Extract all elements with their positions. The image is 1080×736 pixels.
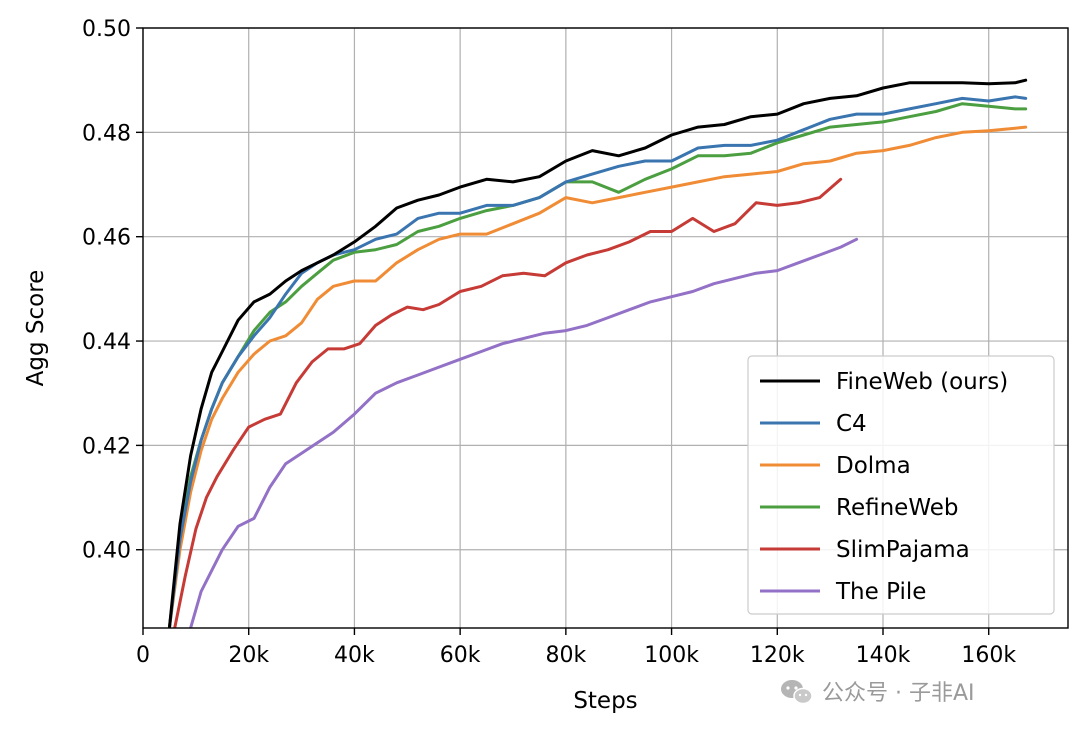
legend-label-dolma: Dolma	[836, 453, 911, 479]
grid	[142, 27, 1068, 628]
x-tick-label: 120k	[750, 643, 805, 668]
x-tick-label: 20k	[228, 643, 269, 668]
series-layer	[167, 78, 1028, 628]
legend-label-the-pile: The Pile	[835, 579, 926, 605]
legend-label-slimpajama: SlimPajama	[836, 537, 970, 563]
wechat-icon	[781, 680, 813, 705]
legend-box	[747, 355, 1055, 615]
x-tick-label: 160k	[961, 643, 1016, 668]
x-tick-label: 40k	[334, 643, 375, 668]
plot-frame	[142, 27, 1069, 629]
x-axis-title: Steps	[573, 688, 637, 714]
x-tick-label: 80k	[545, 643, 586, 668]
series-line-slimpajama	[173, 177, 843, 628]
y-tick-label: 0.44	[82, 330, 131, 355]
x-tick-label: 100k	[644, 643, 699, 668]
y-axis-title: Agg Score	[23, 270, 49, 387]
watermark: 公众号 · 子非AI	[781, 680, 975, 706]
y-axis: 0.40 0.42 0.44 0.46 0.48 0.50	[82, 17, 143, 564]
y-tick-label: 0.48	[82, 121, 131, 146]
y-tick-label: 0.40	[82, 539, 131, 564]
series-line-dolma	[167, 125, 1028, 628]
watermark-text: 公众号 · 子非AI	[822, 681, 975, 706]
x-axis: 0 20k 40k 60k 80k 100k 120k 140k 160k	[136, 628, 1016, 668]
legend-label-fineweb-ours: FineWeb (ours)	[836, 369, 1008, 395]
series-line-fineweb-ours	[167, 78, 1028, 628]
legend: FineWeb (ours) C4 Dolma RefineWeb SlimPajama…	[747, 355, 1055, 615]
series-line-c4	[167, 95, 1028, 628]
legend-label-c4: C4	[836, 411, 867, 437]
y-tick-label: 0.50	[82, 17, 131, 42]
series-line-the-pile	[189, 237, 859, 628]
x-tick-label: 0	[136, 643, 150, 668]
y-tick-label: 0.42	[82, 434, 131, 459]
y-tick-label: 0.46	[82, 226, 131, 251]
x-tick-label: 140k	[856, 643, 911, 668]
x-tick-label: 60k	[440, 643, 481, 668]
legend-label-refineweb: RefineWeb	[836, 495, 958, 521]
